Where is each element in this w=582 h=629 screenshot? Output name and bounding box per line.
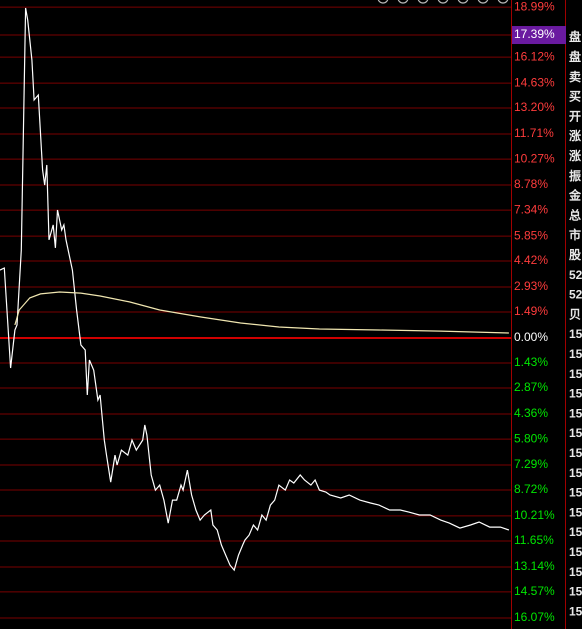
- side-panel-label: 15: [569, 585, 582, 599]
- side-panel-label: 15: [569, 545, 582, 559]
- side-panel-label: 15: [569, 466, 582, 480]
- y-tick-label: 0.00%: [514, 330, 548, 344]
- y-tick-label: 16.07%: [514, 610, 555, 624]
- y-tick-label: 1.43%: [514, 355, 548, 369]
- y-tick-label: 8.72%: [514, 482, 548, 496]
- side-panel-label: 盘: [569, 49, 581, 64]
- side-panel-label: 52: [569, 268, 582, 282]
- side-panel-label: 市: [569, 227, 581, 242]
- side-panel-label: 买: [569, 90, 581, 104]
- side-panel-label: 金: [568, 188, 582, 203]
- y-tick-label: 2.87%: [514, 380, 548, 394]
- y-tick-label: 14.63%: [514, 75, 555, 89]
- side-panel-label: 15: [569, 486, 582, 500]
- side-panel-label: 盘: [569, 29, 581, 44]
- side-panel-label: 15: [569, 426, 582, 440]
- side-panel-label: 15: [569, 565, 582, 579]
- side-panel-label: 15: [569, 387, 582, 401]
- y-tick-label: 18.99%: [514, 0, 555, 13]
- side-panel-label: 股: [569, 247, 582, 262]
- y-tick-label: 14.57%: [514, 584, 555, 598]
- y-tick-label: 7.34%: [514, 202, 548, 216]
- y-tick-label: 2.93%: [514, 279, 548, 293]
- side-panel-label: 涨: [569, 128, 581, 143]
- side-panel-label: 15: [569, 347, 582, 361]
- side-panel-label: 卖: [569, 69, 581, 84]
- side-panel-label: 15: [569, 327, 582, 341]
- side-panel-label: 涨: [569, 148, 581, 163]
- side-panel-label: 开: [569, 109, 581, 123]
- y-tick-label: 1.49%: [514, 304, 548, 318]
- y-tick-label: 10.27%: [514, 151, 555, 165]
- y-tick-label: 16.12%: [514, 49, 555, 63]
- side-panel-label: 15: [569, 525, 582, 539]
- y-tick-label: 5.80%: [514, 431, 548, 445]
- y-tick-label: 5.85%: [514, 228, 548, 242]
- side-panel-label: 15: [569, 446, 582, 460]
- toolbar-icons: [377, 0, 509, 4]
- tick-highlight: [512, 26, 566, 45]
- y-tick-label: 7.29%: [514, 457, 548, 471]
- y-tick-label: 11.71%: [514, 126, 554, 140]
- y-tick-label: 13.14%: [514, 559, 555, 573]
- side-panel-label: 15: [569, 406, 582, 420]
- y-tick-label: 4.42%: [514, 253, 548, 267]
- y-tick-label: 4.36%: [514, 406, 548, 420]
- side-panel-label: 15: [569, 604, 582, 618]
- side-panel-label: 15: [569, 505, 582, 519]
- side-panel-label: 15: [569, 367, 582, 381]
- line-average: [14, 291, 509, 334]
- line-price: [0, 7, 510, 572]
- y-tick-label: 11.65%: [514, 533, 554, 547]
- y-tick-label: 17.39%: [514, 27, 555, 41]
- side-panel-label: 52: [569, 288, 582, 302]
- side-panel-label: 振: [569, 168, 581, 183]
- y-tick-label: 13.20%: [514, 100, 555, 114]
- side-panel-label: 贝: [569, 307, 581, 321]
- y-tick-label: 8.78%: [514, 177, 548, 191]
- y-tick-label: 10.21%: [514, 508, 555, 522]
- side-panel-label: 总: [569, 207, 581, 222]
